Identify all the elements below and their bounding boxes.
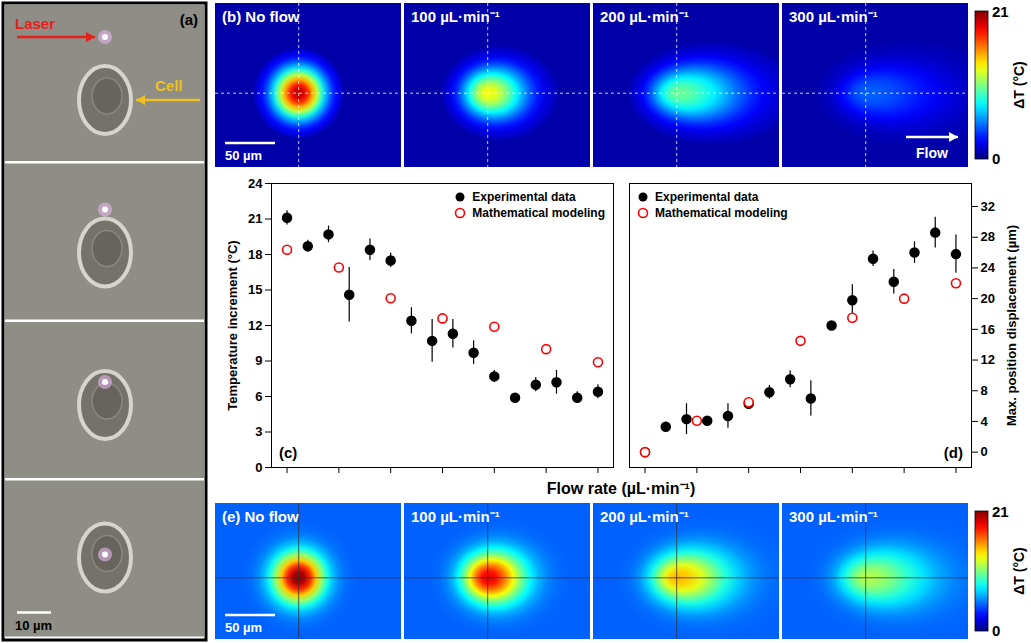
svg-text:Flow: Flow — [916, 145, 948, 161]
svg-text:3: 3 — [255, 424, 262, 439]
svg-text:16: 16 — [981, 321, 995, 336]
html-text:Flow rate (µL·min⁻¹): Flow rate (µL·min⁻¹) — [546, 480, 696, 497]
svg-text:32: 32 — [981, 199, 995, 214]
svg-text:ΔT (°C): ΔT (°C) — [1011, 547, 1027, 595]
svg-text:200 µL·min⁻¹: 200 µL·min⁻¹ — [600, 508, 689, 525]
svg-text:Temperature increment (°C): Temperature increment (°C) — [225, 240, 240, 410]
svg-text:0: 0 — [255, 460, 262, 475]
svg-text:21: 21 — [992, 503, 1009, 520]
svg-text:6: 6 — [255, 389, 262, 404]
svg-text:12: 12 — [981, 352, 995, 367]
html-text:Experimental data: Experimental data — [655, 190, 759, 204]
svg-text:18: 18 — [248, 247, 262, 262]
svg-text:100 µL·min⁻¹: 100 µL·min⁻¹ — [411, 8, 500, 25]
svg-text:300 µL·min⁻¹: 300 µL·min⁻¹ — [789, 8, 878, 25]
svg-text:(e) No flow: (e) No flow — [222, 508, 299, 525]
svg-text:(b) No flow: (b) No flow — [222, 8, 300, 25]
svg-text:21: 21 — [248, 211, 262, 226]
svg-text:(a): (a) — [180, 11, 198, 28]
svg-text:50 µm: 50 µm — [225, 620, 262, 635]
svg-text:ΔT (°C): ΔT (°C) — [1011, 61, 1027, 109]
svg-text:28: 28 — [981, 229, 995, 244]
svg-text:Cell: Cell — [155, 77, 183, 94]
svg-text:Max. position displacement (µm: Max. position displacement (µm) — [1004, 225, 1019, 426]
svg-text:4: 4 — [981, 414, 989, 429]
svg-text:0: 0 — [992, 150, 1000, 167]
html-text:Mathematical modeling: Mathematical modeling — [655, 206, 788, 220]
svg-text:24: 24 — [248, 176, 263, 191]
html-text:Mathematical modeling: Mathematical modeling — [472, 206, 605, 220]
svg-text:Laser: Laser — [15, 15, 55, 32]
svg-text:200 µL·min⁻¹: 200 µL·min⁻¹ — [600, 8, 689, 25]
svg-text:24: 24 — [981, 260, 996, 275]
svg-text:300 µL·min⁻¹: 300 µL·min⁻¹ — [789, 508, 878, 525]
svg-text:8: 8 — [981, 383, 988, 398]
svg-text:10 µm: 10 µm — [15, 618, 52, 633]
svg-text:0: 0 — [992, 622, 1000, 639]
svg-text:50 µm: 50 µm — [225, 148, 262, 163]
svg-text:0: 0 — [981, 444, 988, 459]
svg-text:12: 12 — [248, 318, 262, 333]
svg-text:15: 15 — [248, 282, 262, 297]
html-text:Experimental data: Experimental data — [472, 190, 576, 204]
svg-text:20: 20 — [981, 291, 995, 306]
html-text:(d): (d) — [943, 444, 963, 461]
svg-text:100 µL·min⁻¹: 100 µL·min⁻¹ — [411, 508, 500, 525]
svg-text:9: 9 — [255, 353, 262, 368]
html-text:(c): (c) — [279, 444, 298, 461]
svg-text:21: 21 — [992, 3, 1009, 20]
